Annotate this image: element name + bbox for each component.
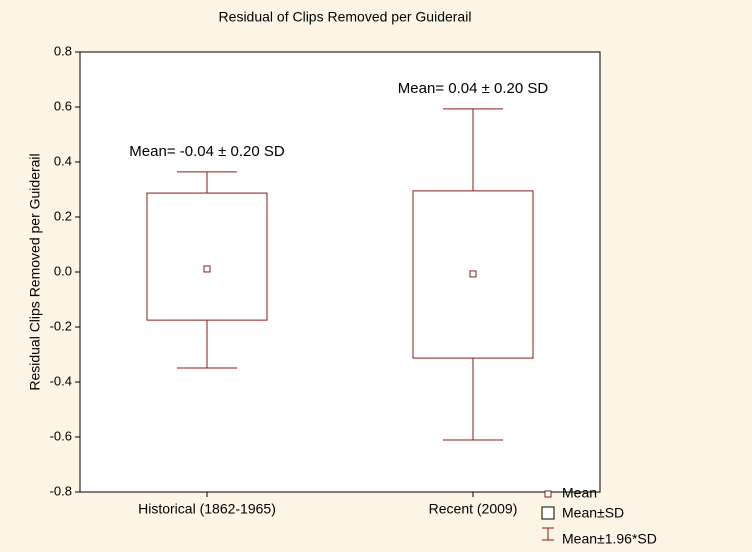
legend-label: Mean±SD bbox=[562, 505, 624, 521]
y-tick-label: 0.4 bbox=[54, 153, 72, 168]
x-tick-label: Historical (1862-1965) bbox=[138, 501, 276, 517]
y-tick-label: 0.6 bbox=[54, 98, 72, 113]
box bbox=[412, 190, 534, 359]
annotation: Mean= 0.04 ± 0.20 SD bbox=[398, 80, 549, 97]
mean-marker bbox=[469, 270, 477, 278]
box bbox=[146, 192, 268, 321]
y-axis-label: Residual Clips Removed per Guiderail bbox=[27, 153, 43, 390]
legend-label: Mean±1.96*SD bbox=[562, 531, 657, 547]
y-tick-label: 0.0 bbox=[54, 263, 72, 278]
y-tick-label: 0.8 bbox=[54, 43, 72, 58]
x-tick-label: Recent (2009) bbox=[429, 501, 518, 517]
legend-box-icon bbox=[541, 506, 555, 520]
y-tick-label: -0.2 bbox=[50, 318, 72, 333]
y-tick-label: 0.2 bbox=[54, 208, 72, 223]
mean-marker bbox=[203, 265, 211, 273]
chart-title: Residual of Clips Removed per Guiderail bbox=[219, 9, 472, 25]
annotation: Mean= -0.04 ± 0.20 SD bbox=[129, 143, 285, 160]
legend-label: Mean bbox=[562, 485, 597, 501]
y-tick-label: -0.6 bbox=[50, 428, 72, 443]
plot-area bbox=[79, 51, 601, 493]
y-tick-label: -0.4 bbox=[50, 373, 72, 388]
y-tick-label: -0.8 bbox=[50, 483, 72, 498]
legend-mean-icon bbox=[544, 490, 552, 498]
